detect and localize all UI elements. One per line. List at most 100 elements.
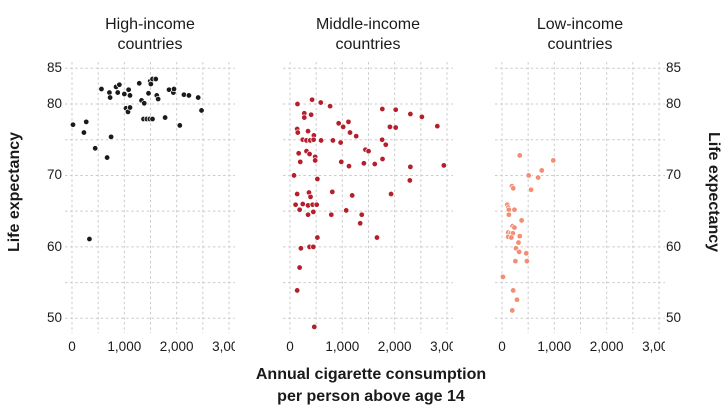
data-point (510, 287, 517, 294)
data-point (312, 157, 319, 164)
data-point (114, 89, 121, 96)
x-tick-label: 2,000 (590, 339, 624, 354)
data-point (310, 136, 317, 143)
y-tick-label: 60 (666, 238, 682, 254)
data-point (180, 91, 188, 98)
data-point (535, 174, 542, 181)
y-tick-label: 60 (46, 238, 62, 254)
y-axis-title-left-text: Life expectancy (6, 131, 23, 253)
data-point (162, 114, 169, 121)
x-tick-label: 1,000 (537, 339, 571, 354)
data-point (505, 211, 512, 218)
x-tick-label: 3,000 (642, 339, 665, 354)
data-point (311, 323, 318, 330)
data-point (317, 99, 324, 106)
data-point (379, 105, 386, 113)
data-point (512, 258, 519, 265)
data-point (379, 136, 386, 143)
data-point (508, 234, 515, 241)
x-tick-label: 3,000 (430, 339, 453, 354)
data-point (513, 296, 521, 303)
y-tick-label: 80 (666, 96, 682, 111)
data-point (379, 155, 386, 163)
data-point (313, 201, 320, 208)
data-point (136, 80, 143, 87)
data-point (329, 137, 337, 144)
data-point (353, 133, 360, 140)
x-tick-label: 0 (286, 339, 294, 354)
data-point (387, 190, 395, 198)
y-tick-label: 50 (666, 310, 682, 326)
data-point (499, 273, 507, 280)
data-point (386, 123, 394, 130)
scatter-panel-high-income: 0 1,000 2,000 3,000 (65, 62, 235, 354)
data-point (418, 113, 425, 120)
data-point (106, 89, 113, 96)
data-point (314, 234, 321, 241)
y-tick-label: 50 (46, 310, 62, 326)
data-point (511, 224, 518, 231)
data-point (145, 90, 152, 97)
data-point (98, 85, 105, 93)
data-point (523, 250, 530, 257)
y-tick-label: 70 (46, 167, 62, 183)
data-point (297, 158, 304, 165)
y-tick-label: 85 (46, 60, 62, 76)
x-tick-label: 1,000 (107, 339, 141, 354)
data-point (434, 123, 441, 130)
scatter-panel-low-income: 0 1,000 2,000 3,000 (495, 62, 665, 354)
data-point (152, 75, 159, 83)
data-point (116, 81, 123, 88)
data-point (294, 129, 301, 136)
data-point (340, 123, 347, 130)
data-point (308, 96, 316, 103)
data-point (69, 121, 77, 128)
data-point (292, 201, 299, 208)
data-point (407, 163, 414, 170)
data-point (343, 207, 350, 214)
data-point (345, 118, 352, 125)
data-point (170, 85, 178, 93)
data-point (382, 141, 389, 148)
data-point (373, 234, 381, 241)
data-point (126, 92, 134, 99)
data-point (335, 120, 342, 127)
y-axis-title-right-text: Life expectancy (705, 131, 722, 253)
data-point (121, 90, 128, 98)
data-point (360, 160, 367, 167)
data-point (345, 163, 353, 170)
x-tick-label: 0 (68, 339, 76, 354)
data-point (407, 110, 414, 118)
data-point (516, 233, 523, 240)
data-point (509, 307, 516, 314)
scatter-panel-middle-income: 0 1,000 2,000 3,000 (283, 62, 453, 354)
data-point (155, 95, 162, 103)
panel-title-high-income: High-income countries (105, 16, 195, 53)
data-point (516, 152, 523, 159)
data-point (515, 239, 522, 246)
data-point (326, 103, 334, 110)
data-point (349, 192, 356, 199)
y-tick-label: 85 (666, 60, 682, 76)
data-point (310, 208, 317, 215)
data-point (357, 220, 364, 227)
x-tick-label: 1,000 (325, 339, 359, 354)
data-point (141, 100, 148, 107)
data-point (518, 217, 525, 224)
data-point (310, 243, 317, 250)
data-point (125, 86, 132, 93)
panel-title-low-income: Low-income countries (536, 16, 624, 53)
data-point (296, 264, 303, 271)
data-point (307, 193, 314, 200)
x-tick-label: 2,000 (160, 339, 194, 354)
data-point (304, 128, 312, 135)
y-tick-label: 80 (46, 96, 62, 111)
data-point (126, 104, 134, 111)
x-tick-label: 3,000 (212, 339, 235, 354)
data-point (392, 106, 399, 113)
data-point (301, 114, 308, 121)
data-point (80, 129, 88, 136)
data-point (83, 118, 90, 125)
x-axis-title: Annual cigarette consumption per person … (255, 366, 487, 405)
data-point (198, 107, 205, 114)
